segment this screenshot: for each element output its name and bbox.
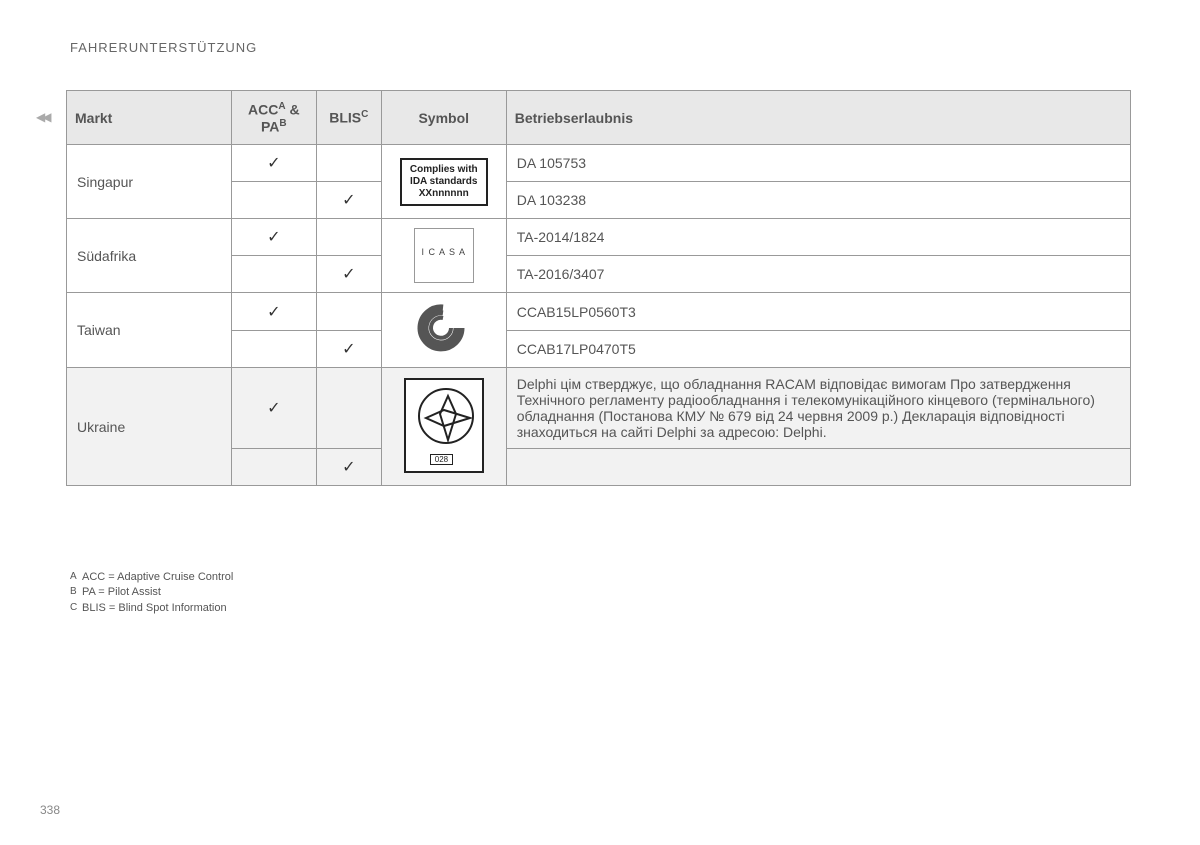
footnote-a: AACC = Adaptive Cruise Control [70,570,233,585]
header-pa-text: PA [261,118,279,134]
icasa-text: I C A S A [421,247,466,257]
footnote-c: CBLIS = Blind Spot Information [70,601,233,616]
table-row: Südafrika ✓ I C A S A TA-2014/1824 [67,219,1131,256]
cell-acc-empty [231,182,316,219]
cell-market-taiwan: Taiwan [67,293,232,368]
cell-blis-empty [316,293,381,331]
cell-erlaubnis-empty [506,449,1130,486]
cell-symbol-ukraine: 028 [381,368,506,486]
header-amp: & [286,102,300,118]
cell-blis-empty [316,219,381,256]
cell-market-singapur: Singapur [67,145,232,219]
cell-erlaubnis: DA 103238 [506,182,1130,219]
header-markt: Markt [67,91,232,145]
cell-symbol-suedafrika: I C A S A [381,219,506,293]
table-header-row: Markt ACCA & PAB BLISC Symbol Betriebser… [67,91,1131,145]
cell-acc-empty [231,330,316,368]
cell-symbol-taiwan [381,293,506,368]
header-blis-text: BLIS [329,110,361,126]
nav-back-arrows: ◀◀ [36,110,48,124]
cell-erlaubnis: TA-2016/3407 [506,256,1130,293]
cell-market-ukraine: Ukraine [67,368,232,486]
footnote-a-text: ACC = Adaptive Cruise Control [82,571,233,583]
ukraine-star-icon [418,388,474,444]
check-icon: ✓ [342,341,355,358]
check-icon: ✓ [267,155,280,172]
header-symbol: Symbol [381,91,506,145]
check-icon: ✓ [342,459,355,476]
table-row: Singapur ✓ Complies with IDA standards X… [67,145,1131,182]
cell-market-suedafrika: Südafrika [67,219,232,293]
header-pa-sup: B [279,118,286,129]
cell-acc-check: ✓ [231,293,316,331]
cell-symbol-singapur: Complies with IDA standards XXnnnnnn [381,145,506,219]
header-blis: BLISC [316,91,381,145]
cell-blis-check: ✓ [316,182,381,219]
icasa-symbol-icon: I C A S A [414,228,474,283]
ukraine-code-label: 028 [430,454,453,465]
cell-erlaubnis: TA-2014/1824 [506,219,1130,256]
check-icon: ✓ [267,229,280,246]
approval-table: Markt ACCA & PAB BLISC Symbol Betriebser… [66,90,1131,486]
ukraine-symbol-icon: 028 [404,378,484,473]
cell-erlaubnis: CCAB15LP0560T3 [506,293,1130,331]
page-number: 338 [40,803,60,817]
check-icon: ✓ [267,304,280,321]
header-blis-sup: C [361,109,368,120]
check-icon: ✓ [342,266,355,283]
header-acc-pa: ACCA & PAB [231,91,316,145]
footnote-b: BPA = Pilot Assist [70,585,233,600]
ida-line2: IDA standards [410,176,477,187]
footnote-c-text: BLIS = Blind Spot Information [82,602,227,614]
swirl-symbol-icon [416,301,471,356]
ida-line3: XXnnnnnn [419,188,469,199]
ida-line1: Complies with [410,164,478,175]
cell-blis-check: ✓ [316,256,381,293]
footnote-b-label: B [70,585,82,599]
cell-erlaubnis: CCAB17LP0470T5 [506,330,1130,368]
cell-blis-check: ✓ [316,449,381,486]
cell-acc-check: ✓ [231,368,316,449]
cell-erlaubnis: Delphi цім стверджує, що обладнання RACA… [506,368,1130,449]
footnote-b-text: PA = Pilot Assist [82,586,161,598]
cell-acc-check: ✓ [231,145,316,182]
section-title: FAHRERUNTERSTÜTZUNG [70,40,257,55]
cell-erlaubnis: DA 105753 [506,145,1130,182]
table-row: Ukraine ✓ 028 Delphi цім стверджує, що о… [67,368,1131,449]
footnotes-block: AACC = Adaptive Cruise Control BPA = Pil… [70,570,233,616]
cell-blis-empty [316,145,381,182]
cell-acc-empty [231,449,316,486]
cell-blis-empty [316,368,381,449]
header-erlaubnis: Betriebserlaubnis [506,91,1130,145]
table-row: Taiwan ✓ CCAB15LP0560T3 [67,293,1131,331]
cell-acc-empty [231,256,316,293]
check-icon: ✓ [267,400,280,417]
footnote-c-label: C [70,601,82,615]
header-acc-text: ACC [248,102,278,118]
header-acc-sup: A [278,101,285,112]
check-icon: ✓ [342,192,355,209]
cell-blis-check: ✓ [316,330,381,368]
cell-acc-check: ✓ [231,219,316,256]
ida-symbol-icon: Complies with IDA standards XXnnnnnn [400,158,488,206]
footnote-a-label: A [70,570,82,584]
